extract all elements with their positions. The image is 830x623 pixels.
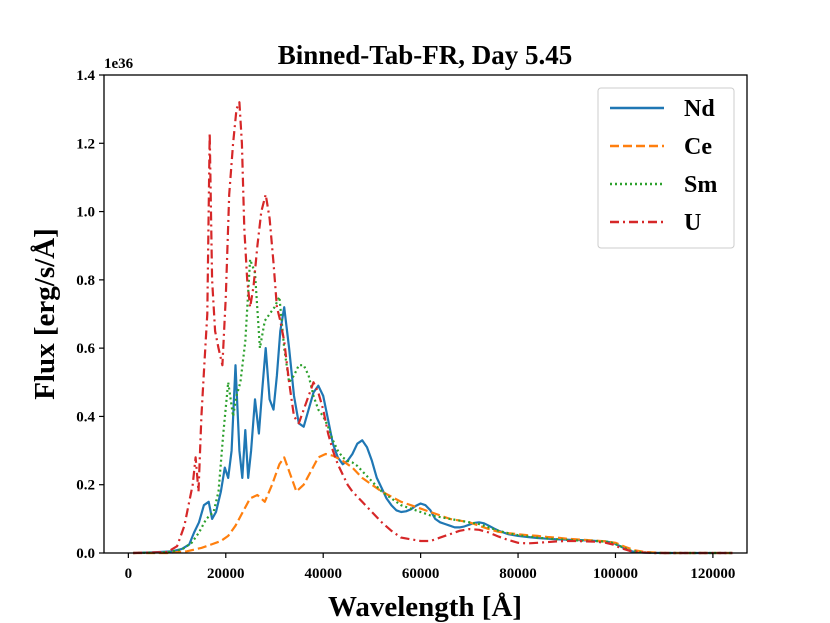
y-tick-label: 0.6 [76, 341, 95, 357]
y-offset-label: 1e36 [104, 56, 134, 72]
x-axis-ticks: 0 20000 40000 60000 80000 100000 120000 [125, 553, 735, 582]
legend-label-ce: Ce [684, 134, 712, 160]
series-line-u [133, 101, 733, 555]
legend-label-sm: Sm [684, 172, 717, 198]
legend: Nd Ce Sm U [597, 87, 735, 249]
y-tick-label: 1.0 [76, 205, 95, 221]
y-tick-label: 1.2 [76, 136, 95, 152]
y-tick-label: 0.4 [76, 409, 95, 425]
chart-title: Binned-Tab-FR, Day 5.45 [278, 40, 573, 70]
x-tick-label: 0 [125, 566, 133, 582]
y-tick-label: 0.8 [76, 273, 95, 289]
x-tick-label: 60000 [402, 566, 440, 582]
legend-label-u: U [684, 210, 701, 236]
series-line-ce [133, 452, 733, 555]
legend-label-nd: Nd [684, 96, 715, 122]
y-tick-label: 0.0 [76, 546, 95, 562]
x-tick-label: 20000 [207, 566, 245, 582]
y-tick-label: 1.4 [76, 68, 95, 84]
x-tick-label: 100000 [593, 566, 638, 582]
y-axis-label: Flux [erg/s/Å] [29, 228, 61, 400]
plot-lines [133, 101, 733, 555]
y-axis-ticks: 0.0 0.2 0.4 0.6 0.8 1.0 1.2 1.4 [76, 68, 104, 562]
y-tick-label: 0.2 [76, 478, 95, 494]
x-tick-label: 120000 [690, 566, 735, 582]
plot-frame [103, 74, 748, 554]
x-tick-label: 40000 [304, 566, 342, 582]
x-tick-label: 80000 [499, 566, 537, 582]
x-axis-label: Wavelength [Å] [328, 591, 522, 623]
legend-box [597, 87, 735, 249]
series-line-sm [133, 258, 733, 555]
